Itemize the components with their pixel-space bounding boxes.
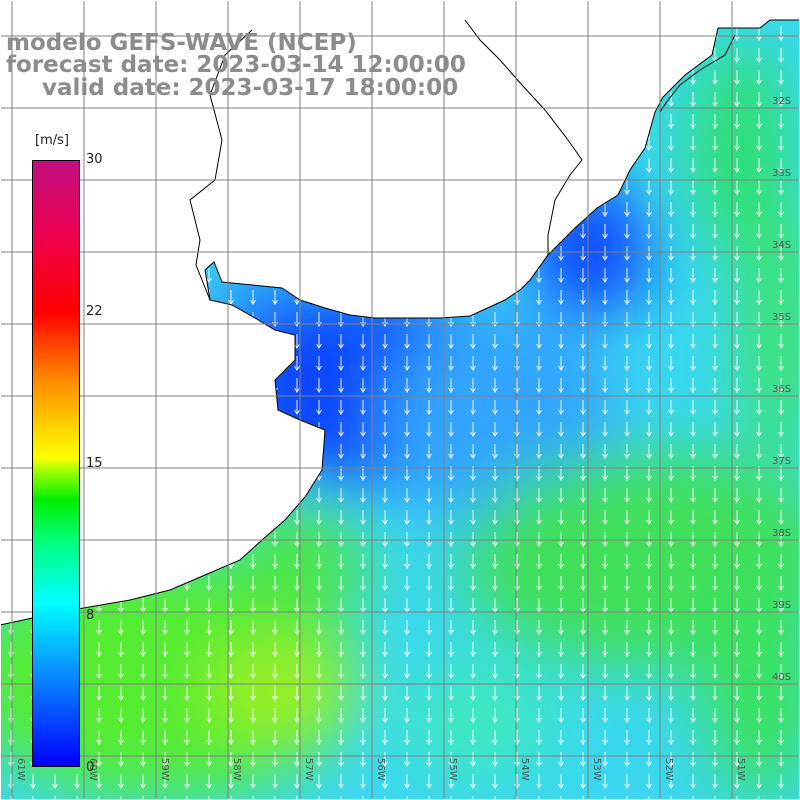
latitude-label: 34S	[772, 240, 791, 251]
title-forecast-date: forecast date: 2023-03-14 12:00:00	[6, 52, 466, 78]
colorbar	[32, 160, 80, 767]
longitude-label: 52W	[663, 758, 674, 781]
latitude-label: 32S	[772, 96, 791, 107]
latitude-label: 39S	[772, 600, 791, 611]
longitude-label: 58W	[231, 758, 242, 781]
latitude-label: 38S	[772, 528, 791, 539]
longitude-labels: 61W 60W 59W 58W 57W 56W 55W 54W 53W 52W 51W	[15, 758, 746, 781]
longitude-label: 57W	[303, 758, 314, 781]
colorbar-tick-8: 8	[86, 608, 95, 623]
title-valid-date: valid date: 2023-03-17 18:00:00	[42, 75, 459, 101]
latitude-labels: 32S 33S 34S 35S 36S 37S 38S 39S 40S	[772, 96, 791, 683]
latitude-label: 36S	[772, 384, 791, 395]
longitude-label: 55W	[447, 758, 458, 781]
colorbar-tick-30: 30	[86, 152, 103, 167]
latitude-label: 37S	[772, 456, 791, 467]
longitude-label: 56W	[375, 758, 386, 781]
title-model: modelo GEFS-WAVE (NCEP)	[6, 30, 357, 56]
lagoon-outline	[659, 34, 736, 113]
longitude-label: 61W	[15, 758, 26, 781]
coastline	[0, 19, 800, 626]
longitude-label: 59W	[159, 758, 170, 781]
latitude-label: 35S	[772, 312, 791, 323]
longitude-label: 53W	[591, 758, 602, 781]
border-line	[464, 19, 583, 255]
longitude-label: 54W	[519, 758, 530, 781]
colorbar-tick-15: 15	[86, 456, 103, 471]
colorbar-unit: [m/s]	[35, 133, 69, 148]
colorbar-tick-22: 22	[86, 304, 103, 319]
longitude-label: 51W	[735, 758, 746, 781]
longitude-label: 60W	[87, 758, 98, 781]
colorbar-tick-0: 0	[86, 760, 95, 775]
latitude-label: 40S	[772, 672, 791, 683]
latitude-label: 33S	[772, 168, 791, 179]
